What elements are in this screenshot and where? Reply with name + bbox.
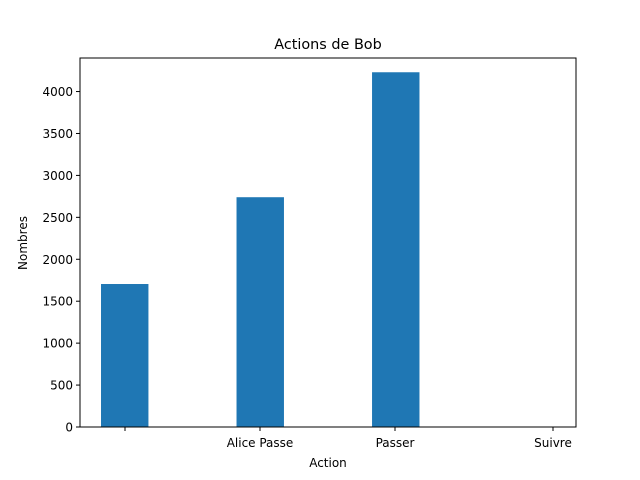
y-tick-label-0: 0 [65,421,73,435]
bars [101,72,420,427]
bar-2 [372,72,420,427]
y-tick-label-5: 2500 [42,211,73,225]
plot-frame [79,57,577,428]
x-tick-label-3: Suivre [534,436,572,450]
y-tick-label-3: 1500 [42,295,73,309]
plot-area [79,57,577,428]
x-axis-label: Action [309,456,347,470]
y-axis: 0 500 1000 1500 2000 2500 3000 3500 4000 [42,85,80,435]
x-tick-label-2: Passer [376,436,415,450]
y-axis-label: Nombres [16,216,30,270]
bar-0 [101,284,149,427]
y-tick-label-8: 4000 [42,85,73,99]
y-tick-label-1: 500 [50,379,73,393]
y-tick-label-6: 3000 [42,169,73,183]
x-axis: Alice Passe Passer Suivre [124,427,572,450]
y-tick-label-7: 3500 [42,127,73,141]
chart-title: Actions de Bob [274,37,382,53]
y-tick-label-4: 2000 [42,253,73,267]
y-tick-label-2: 1000 [42,337,73,351]
bar-1 [236,197,284,427]
x-tick-label-1: Alice Passe [227,436,294,450]
